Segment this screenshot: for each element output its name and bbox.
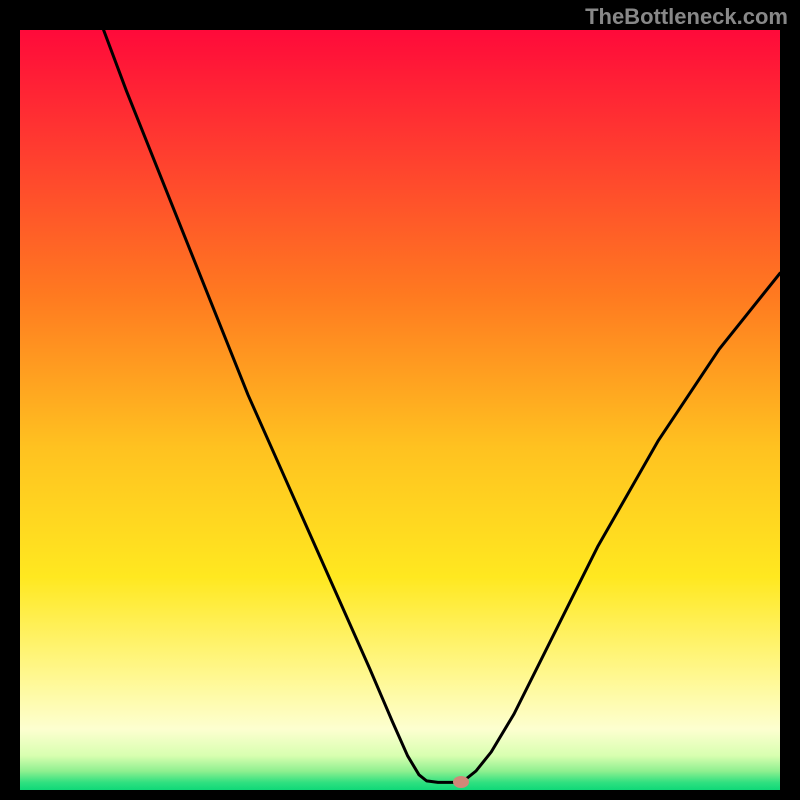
watermark-text: TheBottleneck.com bbox=[585, 4, 788, 30]
bottleneck-curve bbox=[104, 30, 780, 782]
curve-svg bbox=[20, 30, 780, 790]
plot-area bbox=[20, 30, 780, 790]
chart-container: TheBottleneck.com bbox=[0, 0, 800, 800]
optimal-point-marker bbox=[453, 776, 469, 788]
